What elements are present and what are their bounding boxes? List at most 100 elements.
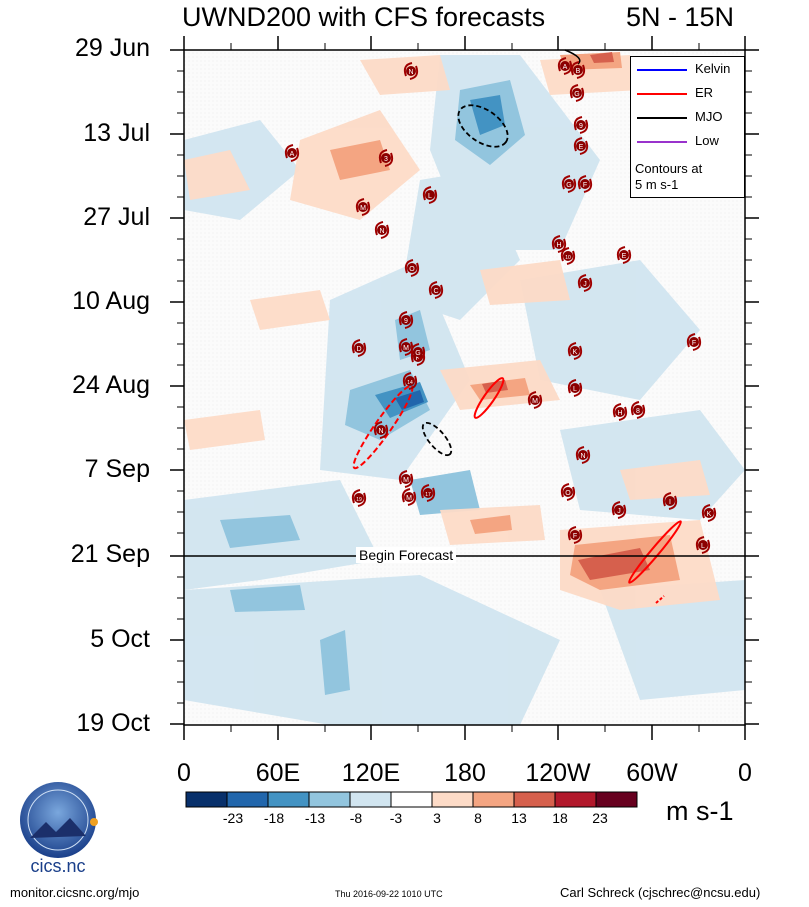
colorbar-swatch	[185, 791, 228, 808]
begin-forecast-label: Begin Forecast	[356, 547, 457, 563]
y-tick-label: 5 Oct	[90, 625, 150, 653]
legend-note: Contours at 5 m s-1	[635, 161, 702, 193]
storm-swirl-icon	[577, 175, 593, 193]
storm-marker: F	[577, 175, 593, 193]
storm-label: N	[379, 228, 384, 235]
storm-swirl-icon	[351, 489, 367, 507]
storm-dot	[413, 347, 423, 357]
colorbar-label: -3	[389, 810, 403, 826]
storm-dot	[576, 120, 586, 130]
storm-swirl-icon	[611, 501, 627, 519]
storm-dot	[354, 343, 364, 353]
storm-swirl-icon	[567, 342, 583, 360]
y-ticks	[170, 49, 759, 725]
storm-label: 17	[425, 492, 431, 498]
legend-note-line: Contours at	[635, 161, 703, 176]
colorbar-label: 18	[552, 810, 568, 826]
storm-swirl-icon	[695, 536, 711, 554]
logo-ring	[27, 789, 89, 851]
x-ticks	[183, 36, 746, 740]
storm-dot	[573, 65, 583, 75]
legend-item-kelvin: Kelvin	[631, 61, 746, 77]
storm-dot	[563, 251, 573, 261]
storm-label: F	[692, 340, 696, 347]
storm-swirl-icon	[573, 137, 589, 155]
storm-label: E	[622, 253, 627, 260]
storm-dot	[381, 153, 391, 163]
footer-author: Carl Schreck (cjschrec@ncsu.edu)	[560, 885, 761, 900]
chart-title: UWND200 with CFS forecasts 5N - 15N	[0, 2, 809, 36]
legend-label: ER	[695, 85, 714, 100]
colorbar-label: 3	[433, 810, 441, 826]
storm-marker: F	[567, 526, 583, 544]
colorbar	[185, 791, 638, 808]
colorbar-units: m s-1	[666, 796, 734, 826]
storm-dot	[580, 278, 590, 288]
storm-marker: M	[527, 391, 543, 409]
storm-dot	[377, 225, 387, 235]
storm-marker: M	[401, 488, 417, 506]
storm-marker: G	[569, 84, 585, 102]
logo-sun	[90, 818, 98, 826]
storm-swirl-icon	[561, 175, 577, 193]
storm-marker: O	[404, 259, 420, 277]
title-region: 5N - 15N	[626, 2, 735, 32]
storm-label: O	[565, 490, 571, 497]
storm-swirl-icon	[662, 492, 678, 510]
legend-swatch	[637, 93, 687, 95]
storm-swirl-icon	[551, 235, 567, 253]
colorbar-label: -13	[304, 810, 326, 826]
storm-marker: D	[351, 339, 367, 357]
storm-swirl-icon	[404, 259, 420, 277]
y-tick-label: 27 Jul	[83, 203, 150, 231]
y-tick-label: 13 Jul	[83, 119, 150, 147]
storm-dot	[576, 141, 586, 151]
storm-marker: B	[570, 61, 586, 79]
storm-label: 9	[404, 318, 408, 325]
storm-dot	[570, 530, 580, 540]
storm-label: C	[433, 288, 438, 295]
storm-dot	[401, 315, 411, 325]
storm-swirl-icon	[401, 488, 417, 506]
storm-label: E	[579, 144, 584, 151]
legend-label: Low	[695, 133, 719, 148]
x-tick-label: 180	[444, 759, 486, 787]
cicsnc-logo: cics.nc	[20, 782, 98, 876]
storm-label: K	[707, 511, 712, 518]
footer-url: monitor.cicsnc.org/mjo	[10, 885, 140, 900]
storm-swirl-icon	[422, 186, 438, 204]
storm-label: N	[378, 428, 383, 435]
colorbar-label: 23	[592, 810, 608, 826]
storm-swirl-icon	[575, 446, 591, 464]
legend: Kelvin ER MJO Low Contours at 5 m s-1	[630, 56, 745, 198]
storm-dot	[407, 263, 417, 273]
storm-marker: K	[567, 342, 583, 360]
storm-label: 14	[407, 380, 413, 386]
title-main: UWND200 with CFS forecasts	[182, 2, 546, 32]
storm-label: L	[701, 543, 705, 550]
x-tick-label: 60E	[255, 759, 301, 787]
storm-swirl-icon	[569, 84, 585, 102]
legend-item-er: ER	[631, 85, 746, 101]
storm-label: G	[574, 91, 579, 98]
colorbar-swatch	[349, 791, 392, 808]
storm-marker: N	[403, 62, 419, 80]
storm-swirl-icon	[398, 311, 414, 329]
storm-dot	[401, 474, 411, 484]
logo-mountains	[30, 818, 86, 838]
storm-swirl-icon	[284, 144, 300, 162]
storm-marker: L	[567, 379, 583, 397]
colorbar-swatch	[267, 791, 310, 808]
storm-swirl-icon	[560, 483, 576, 501]
er-contour	[655, 595, 665, 604]
mjo-contour	[457, 104, 509, 148]
storm-dot	[530, 395, 540, 405]
storm-swirl-icon	[410, 343, 426, 361]
storm-dot	[423, 488, 433, 498]
storm-marker: 8	[630, 401, 646, 419]
storm-dot	[564, 179, 574, 189]
storm-marker: 3	[378, 149, 394, 167]
colorbar-swatch	[554, 791, 597, 808]
storm-swirl-icon	[612, 403, 628, 421]
